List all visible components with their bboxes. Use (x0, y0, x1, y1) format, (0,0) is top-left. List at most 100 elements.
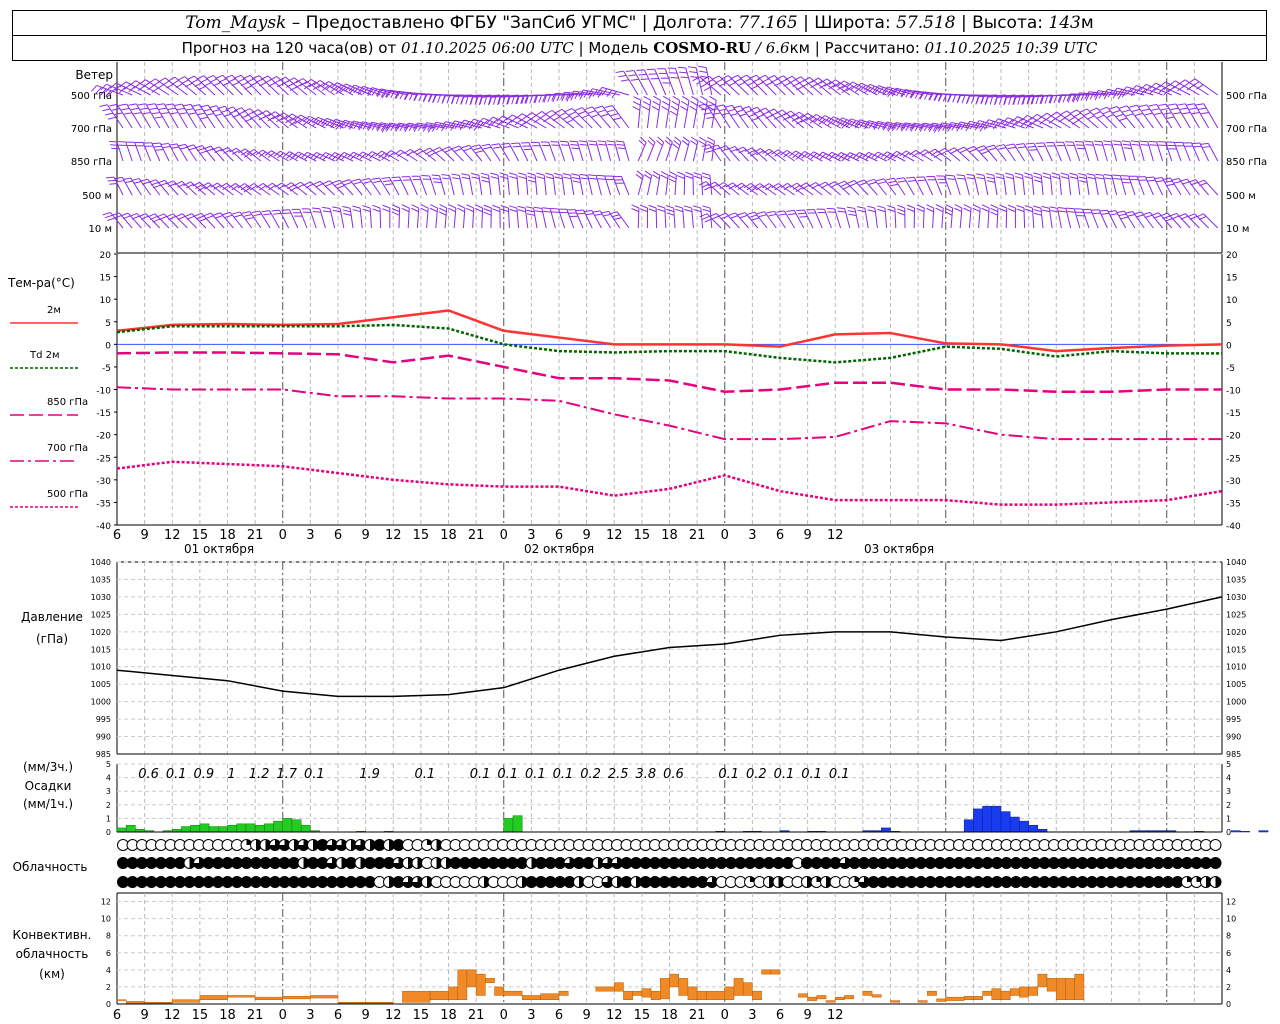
conv-cloud-bar (558, 990, 569, 996)
temp-ytick-right: -20 (1226, 432, 1241, 442)
wind-barb-feather (877, 122, 884, 130)
wind-barb-feather (690, 140, 698, 146)
wind-barb-feather (967, 177, 976, 180)
wind-barb-feather (856, 153, 863, 160)
wind-barb-feather (902, 152, 910, 159)
wind-barb-feather (640, 78, 649, 81)
wind-barb-feather (343, 181, 352, 186)
wind-barb-feather (750, 117, 759, 122)
wind-barb-feather (570, 93, 575, 101)
wind-barb-feather (827, 181, 836, 186)
wind-barb-shaft (458, 175, 464, 196)
wind-barb-feather (433, 181, 442, 184)
wind-barb-feather (554, 108, 563, 114)
wind-barb-feather (1115, 113, 1124, 118)
conv-xtick: 6 (555, 1008, 563, 1023)
wind-barb-feather (261, 210, 270, 213)
wind-barb-feather (1067, 116, 1076, 122)
wind-barb-shaft (507, 175, 510, 196)
wind-barb-feather (610, 113, 619, 117)
wind-barb-feather (263, 213, 272, 216)
wind-barb-feather (873, 85, 879, 93)
wind-barb-shaft (700, 208, 704, 229)
wind-barb-feather (866, 178, 875, 183)
wind-barb-feather (483, 208, 492, 213)
wind-barb-feather (839, 183, 848, 188)
temp-series-line (116, 323, 1222, 364)
wind-barb-feather (719, 184, 727, 190)
wind-barb-shaft (226, 182, 243, 196)
wind-barb-feather (441, 124, 447, 132)
wind-barb-shaft (864, 208, 869, 229)
conv-cloud-bar (172, 999, 201, 1003)
wind-barb-feather (545, 176, 554, 180)
wind-barb-feather (668, 174, 677, 180)
wind-barb-feather (1102, 89, 1108, 97)
precip-ytick-right: 3 (1226, 787, 1231, 796)
conv-cloud-bar (816, 995, 827, 1000)
wind-barb-feather (1162, 177, 1171, 180)
wind-barb-feather (964, 121, 971, 129)
wind-barb-feather (218, 78, 227, 83)
temp-xtick: 3 (748, 528, 756, 543)
wind-barb-feather (651, 105, 660, 111)
wind-barb-shaft (208, 182, 225, 196)
wind-barb-feather (322, 81, 329, 87)
wind-barb-feather (1109, 213, 1118, 216)
conv-xtick: 3 (306, 1008, 314, 1023)
wind-barb-feather (441, 173, 450, 177)
wind-barb-feather (1060, 172, 1069, 176)
precip-3h-amount: 3.8 (636, 767, 657, 782)
cloud-symbol-fill (579, 876, 585, 888)
wind-barb-feather (1085, 144, 1094, 146)
wind-barb-shaft (116, 104, 133, 129)
wind-barb-feather (774, 151, 782, 157)
temp-ytick-left: 15 (100, 274, 111, 284)
wind-barb-feather (149, 107, 158, 110)
wind-barb-feather (642, 101, 651, 106)
wind-barb-feather (109, 82, 117, 89)
precip-rain-bar (125, 824, 136, 833)
wind-barb-feather (1033, 175, 1042, 180)
wind-barb-feather (1084, 91, 1090, 100)
wind-barb-feather (814, 116, 821, 123)
wind-barb-feather (601, 88, 608, 96)
conv-ytick-right: 2 (1226, 983, 1231, 992)
wind-barb-feather (570, 144, 579, 146)
precip-snow-bar (991, 805, 1002, 833)
wind-barb-feather (877, 205, 886, 209)
wind-barb-feather (382, 204, 391, 209)
wind-barb-feather (867, 209, 876, 213)
wind-barb-feather (1154, 177, 1163, 180)
wind-barb-feather (280, 115, 289, 121)
wind-barb-shaft (1136, 176, 1145, 196)
wind-barb-feather (547, 94, 552, 103)
wind-barb-shaft (142, 142, 152, 162)
wind-barb-feather (299, 81, 308, 87)
precip-ytick-left: 5 (106, 760, 111, 769)
wind-barb-feather (1191, 111, 1200, 115)
wind-barb-feather (571, 147, 580, 150)
wind-barb-feather (886, 122, 893, 131)
wind-barb-feather (699, 213, 708, 218)
temp-series-line (116, 309, 1223, 353)
wind-barb-feather (287, 77, 295, 83)
wind-barb-shaft (176, 143, 188, 162)
conv-cloud-bar (871, 994, 882, 998)
wind-barb-feather (474, 96, 478, 105)
wind-barb-feather (380, 89, 387, 97)
wind-barb-shaft (159, 142, 170, 162)
wind-barb-feather (390, 123, 396, 131)
wind-barb-shaft (1049, 175, 1053, 196)
wind-barb-feather (222, 81, 231, 87)
wind-barb-feather (956, 95, 961, 104)
wind-barb-feather (1121, 86, 1128, 94)
wind-barb-shaft (488, 144, 501, 162)
cloud-symbol-fill (858, 876, 870, 888)
wind-barb-feather (684, 208, 693, 213)
wind-barb-feather (1007, 204, 1016, 209)
wind-barb-feather (1144, 214, 1153, 219)
wind-barb-feather (401, 204, 410, 209)
wind-barb-feather (153, 184, 161, 189)
precip-3h-amount: 0.1 (829, 767, 850, 782)
